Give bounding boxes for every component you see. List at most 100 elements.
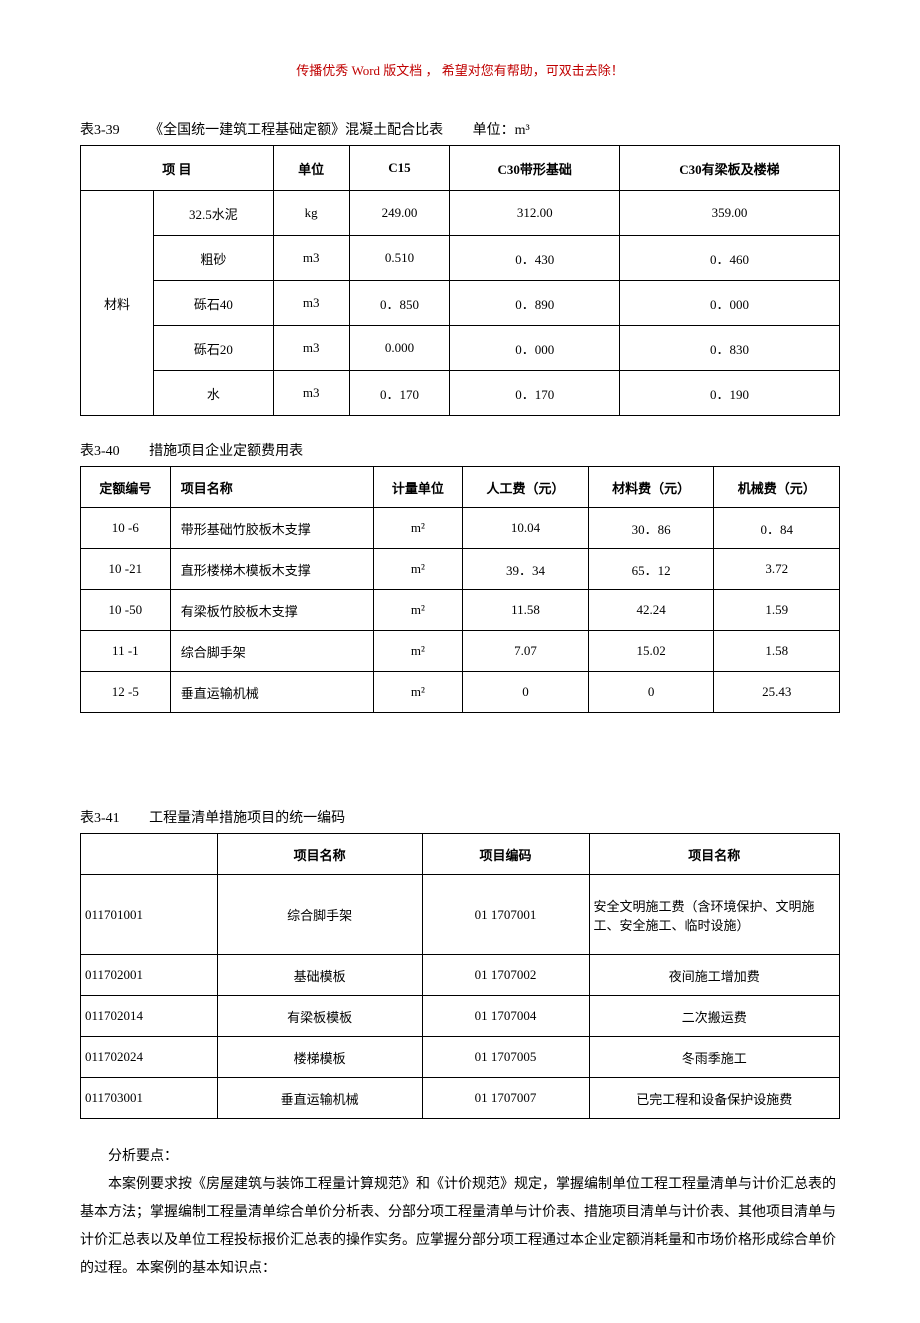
table40: 定额编号 项目名称 计量单位 人工费（元） 材料费（元） 机械费（元） 10 -… <box>80 466 840 713</box>
cell: m² <box>373 672 463 713</box>
header-c3: 项目编码 <box>422 834 589 875</box>
cell: 011701001 <box>81 875 218 955</box>
cell: 11.58 <box>463 590 589 631</box>
cell: 水 <box>154 371 274 416</box>
cell: 带形基础竹胶板木支撑 <box>170 508 373 549</box>
cell: 0．84 <box>714 508 840 549</box>
header-c2: 项目名称 <box>217 834 422 875</box>
cell: 综合脚手架 <box>217 875 422 955</box>
cell: kg <box>273 191 349 236</box>
cell: 已完工程和设备保护设施费 <box>589 1078 840 1119</box>
table-row: 砾石20 m3 0.000 0．000 0．830 <box>81 326 840 371</box>
cell: 0.510 <box>349 236 450 281</box>
cell: 楼梯模板 <box>217 1037 422 1078</box>
cell: 1.58 <box>714 631 840 672</box>
cell: 0．430 <box>450 236 620 281</box>
table-row: 水 m3 0．170 0．170 0．190 <box>81 371 840 416</box>
table-row: 10 -21 直形楼梯木模板木支撑 m² 39．34 65．12 3.72 <box>81 549 840 590</box>
header-unit: 计量单位 <box>373 467 463 508</box>
cell: 夜间施工增加费 <box>589 955 840 996</box>
cell: 42.24 <box>588 590 714 631</box>
header-note: 传播优秀 Word 版文档 ， 希望对您有帮助，可双击去除！ <box>80 60 840 79</box>
cell: 基础模板 <box>217 955 422 996</box>
page: 传播优秀 Word 版文档 ， 希望对您有帮助，可双击去除！ 表3-39 《全国… <box>0 0 920 1323</box>
table-row: 粗砂 m3 0.510 0．430 0．460 <box>81 236 840 281</box>
table-row: 项 目 单位 C15 C30带形基础 C30有梁板及楼梯 <box>81 146 840 191</box>
cell: 15.02 <box>588 631 714 672</box>
cell: 10.04 <box>463 508 589 549</box>
cell: 粗砂 <box>154 236 274 281</box>
cell: 01 1707001 <box>422 875 589 955</box>
cell: 0．830 <box>619 326 839 371</box>
table40-title: 措施项目企业定额费用表 <box>149 444 303 459</box>
cell: m3 <box>273 371 349 416</box>
cell: 3.72 <box>714 549 840 590</box>
header-c1 <box>81 834 218 875</box>
header-name: 项目名称 <box>170 467 373 508</box>
table-row: 011703001 垂直运输机械 01 1707007 已完工程和设备保护设施费 <box>81 1078 840 1119</box>
table41: 项目名称 项目编码 项目名称 011701001 综合脚手架 01 170700… <box>80 833 840 1119</box>
cell: 11 -1 <box>81 631 171 672</box>
cell: 0．850 <box>349 281 450 326</box>
cell: 有梁板竹胶板木支撑 <box>170 590 373 631</box>
cell: 10 -6 <box>81 508 171 549</box>
table39-caption: 表3-39 《全国统一建筑工程基础定额》混凝土配合比表 单位：m³ <box>80 119 840 139</box>
analysis-body: 本案例要求按《房屋建筑与装饰工程量计算规范》和《计价规范》规定，掌握编制单位工程… <box>80 1171 840 1283</box>
cell: 10 -21 <box>81 549 171 590</box>
table-row: 定额编号 项目名称 计量单位 人工费（元） 材料费（元） 机械费（元） <box>81 467 840 508</box>
cell: 有梁板模板 <box>217 996 422 1037</box>
cell: 01 1707004 <box>422 996 589 1037</box>
table41-title: 工程量清单措施项目的统一编码 <box>149 811 345 826</box>
cell: m3 <box>273 326 349 371</box>
cell: 32.5水泥 <box>154 191 274 236</box>
group-label: 材料 <box>81 191 154 416</box>
cell: 二次搬运费 <box>589 996 840 1037</box>
table40-label: 表3-40 <box>80 444 120 459</box>
table-row: 011702014 有梁板模板 01 1707004 二次搬运费 <box>81 996 840 1037</box>
cell: 25.43 <box>714 672 840 713</box>
cell: 0．460 <box>619 236 839 281</box>
cell: 312.00 <box>450 191 620 236</box>
cell: 359.00 <box>619 191 839 236</box>
cell: 011702001 <box>81 955 218 996</box>
table41-label: 表3-41 <box>80 811 120 826</box>
cell: 安全文明施工费（含环境保护、文明施工、安全施工、临时设施） <box>589 875 840 955</box>
header-unit: 单位 <box>273 146 349 191</box>
table41-caption: 表3-41 工程量清单措施项目的统一编码 <box>80 807 840 827</box>
header-item: 项 目 <box>81 146 274 191</box>
header-code: 定额编号 <box>81 467 171 508</box>
header-labor: 人工费（元） <box>463 467 589 508</box>
header-c4: 项目名称 <box>589 834 840 875</box>
table-row: 砾石40 m3 0．850 0．890 0．000 <box>81 281 840 326</box>
table-row: 10 -50 有梁板竹胶板木支撑 m² 11.58 42.24 1.59 <box>81 590 840 631</box>
table39-unit: 单位：m³ <box>473 123 530 138</box>
cell: 12 -5 <box>81 672 171 713</box>
table39-label: 表3-39 <box>80 123 120 138</box>
cell: 01 1707005 <box>422 1037 589 1078</box>
cell: 011702014 <box>81 996 218 1037</box>
table-row: 项目名称 项目编码 项目名称 <box>81 834 840 875</box>
table39: 项 目 单位 C15 C30带形基础 C30有梁板及楼梯 材料 32.5水泥 k… <box>80 145 840 416</box>
cell: m² <box>373 508 463 549</box>
table39-title: 《全国统一建筑工程基础定额》混凝土配合比表 <box>149 123 443 138</box>
cell: 垂直运输机械 <box>217 1078 422 1119</box>
cell: 249.00 <box>349 191 450 236</box>
cell: m² <box>373 631 463 672</box>
cell: 01 1707002 <box>422 955 589 996</box>
cell: 39．34 <box>463 549 589 590</box>
table-row: 011702001 基础模板 01 1707002 夜间施工增加费 <box>81 955 840 996</box>
cell: 冬雨季施工 <box>589 1037 840 1078</box>
cell: 垂直运输机械 <box>170 672 373 713</box>
cell: m² <box>373 549 463 590</box>
cell: 0.000 <box>349 326 450 371</box>
cell: 0．000 <box>450 326 620 371</box>
header-machine: 机械费（元） <box>714 467 840 508</box>
cell: 011703001 <box>81 1078 218 1119</box>
cell: 7.07 <box>463 631 589 672</box>
spacer <box>80 737 840 807</box>
cell: 011702024 <box>81 1037 218 1078</box>
table-row: 11 -1 综合脚手架 m² 7.07 15.02 1.58 <box>81 631 840 672</box>
cell: 砾石40 <box>154 281 274 326</box>
cell: 0．890 <box>450 281 620 326</box>
cell: 01 1707007 <box>422 1078 589 1119</box>
